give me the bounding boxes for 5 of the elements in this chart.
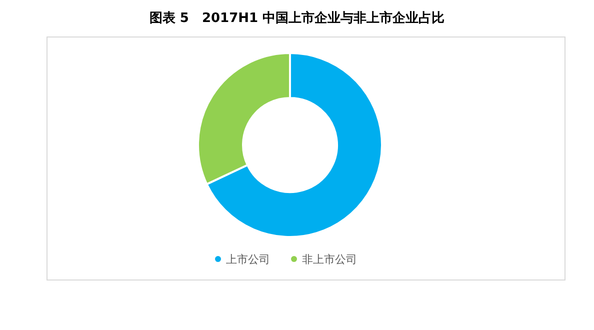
legend-item: 非上市公司 xyxy=(291,253,357,266)
legend-label: 上市公司 xyxy=(226,253,270,266)
legend-label: 非上市公司 xyxy=(302,253,357,266)
chart-title: 图表 5 2017H1 中国上市企业与非上市企业占比 xyxy=(149,10,445,26)
legend-item: 上市公司 xyxy=(215,253,270,266)
